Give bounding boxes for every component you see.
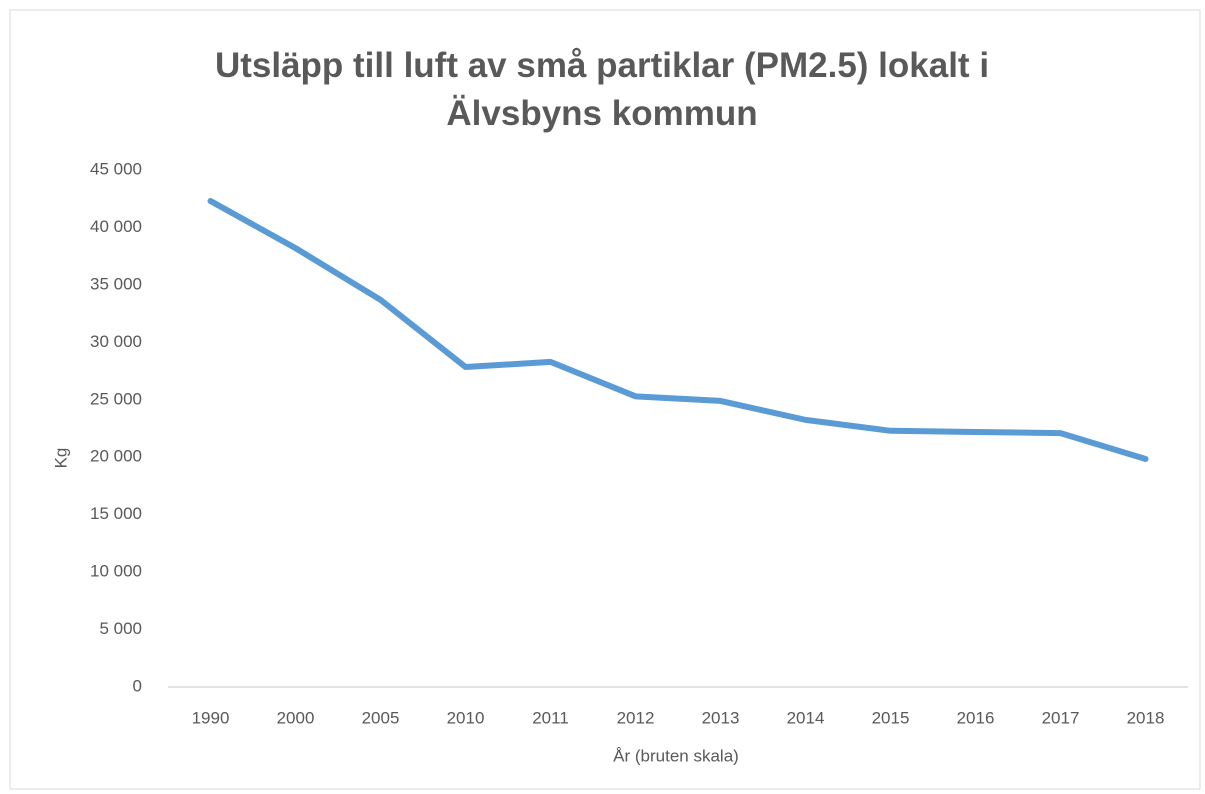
x-tick-label: 2010 xyxy=(447,708,485,727)
x-tick-label: 2012 xyxy=(617,708,655,727)
y-tick-label: 15 000 xyxy=(90,504,142,523)
y-tick-label: 20 000 xyxy=(90,447,142,466)
x-tick-label: 2014 xyxy=(787,708,825,727)
x-axis-label: År (bruten skala) xyxy=(613,746,739,765)
y-tick-label: 45 000 xyxy=(90,159,142,178)
x-tick-label: 2016 xyxy=(957,708,995,727)
chart-title: Utsläpp till luft av små partiklar (PM2.… xyxy=(214,46,990,133)
x-tick-label: 2017 xyxy=(1042,708,1080,727)
x-tick-label: 2015 xyxy=(872,708,910,727)
x-tick-label: 2000 xyxy=(277,708,315,727)
x-tick-label: 2005 xyxy=(362,708,400,727)
chart-border xyxy=(9,9,1201,790)
line-series xyxy=(207,198,1149,462)
x-tick-label: 1990 xyxy=(192,708,230,727)
y-tick-label: 25 000 xyxy=(90,389,142,408)
y-tick-label: 35 000 xyxy=(90,274,142,293)
y-tick-label: 0 xyxy=(133,676,142,695)
x-tick-label: 2011 xyxy=(532,708,569,727)
y-tick-label: 10 000 xyxy=(90,562,142,581)
x-tick-label: 2013 xyxy=(702,708,740,727)
x-tick-label: 2018 xyxy=(1127,708,1165,727)
y-tick-label: 30 000 xyxy=(90,332,142,351)
y-tick-label: 5 000 xyxy=(99,619,142,638)
y-axis-label: Kg xyxy=(51,448,70,469)
y-tick-label: 40 000 xyxy=(90,217,142,236)
